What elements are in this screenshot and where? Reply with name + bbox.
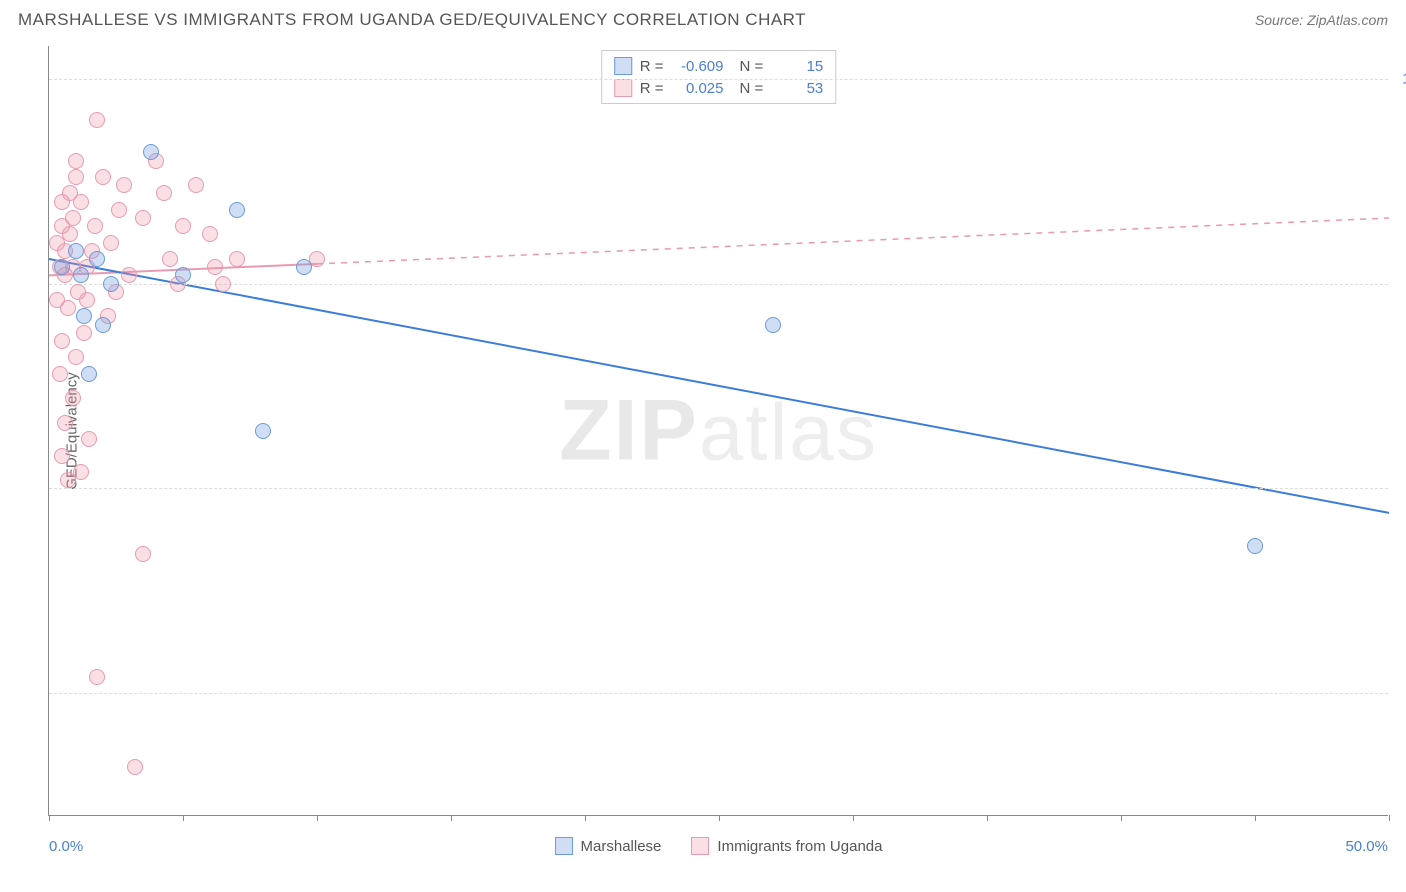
data-point-series1 xyxy=(81,366,97,382)
data-point-series2 xyxy=(70,284,86,300)
x-max-label: 50.0% xyxy=(1345,838,1388,855)
data-point-series2 xyxy=(188,177,204,193)
data-point-series2 xyxy=(68,153,84,169)
x-tick xyxy=(49,815,50,821)
data-point-series2 xyxy=(89,669,105,685)
scatter-plot: ZIPatlas GED/Equivalency R = -0.609 N = … xyxy=(48,46,1388,816)
data-point-series2 xyxy=(95,169,111,185)
chart-title: MARSHALLESE VS IMMIGRANTS FROM UGANDA GE… xyxy=(18,10,806,30)
data-point-series2 xyxy=(127,759,143,775)
data-point-series2 xyxy=(89,112,105,128)
data-point-series1 xyxy=(765,317,781,333)
data-point-series2 xyxy=(73,194,89,210)
data-point-series2 xyxy=(62,226,78,242)
data-point-series2 xyxy=(87,218,103,234)
n-value-series2: 53 xyxy=(771,80,823,97)
data-point-series2 xyxy=(103,235,119,251)
n-value-series1: 15 xyxy=(771,58,823,75)
data-point-series2 xyxy=(52,366,68,382)
data-point-series2 xyxy=(207,259,223,275)
x-tick xyxy=(183,815,184,821)
data-point-series2 xyxy=(76,325,92,341)
data-point-series1 xyxy=(103,276,119,292)
x-tick xyxy=(585,815,586,821)
data-point-series1 xyxy=(1247,538,1263,554)
data-point-series2 xyxy=(121,267,137,283)
data-point-series1 xyxy=(255,423,271,439)
data-point-series2 xyxy=(202,226,218,242)
data-point-series2 xyxy=(65,390,81,406)
data-point-series1 xyxy=(95,317,111,333)
data-point-series2 xyxy=(229,251,245,267)
data-point-series2 xyxy=(49,292,65,308)
source-attribution: Source: ZipAtlas.com xyxy=(1255,12,1388,28)
y-tick-label: 87.5% xyxy=(1393,275,1406,292)
swatch-series1 xyxy=(614,57,632,75)
data-point-series2 xyxy=(135,546,151,562)
x-tick xyxy=(1255,815,1256,821)
data-point-series2 xyxy=(81,431,97,447)
r-value-series2: 0.025 xyxy=(672,80,724,97)
y-tick-label: 75.0% xyxy=(1393,480,1406,497)
data-point-series2 xyxy=(65,210,81,226)
data-point-series1 xyxy=(175,267,191,283)
x-tick xyxy=(719,815,720,821)
data-point-series2 xyxy=(135,210,151,226)
gridline xyxy=(49,79,1388,80)
data-point-series2 xyxy=(73,464,89,480)
gridline xyxy=(49,693,1388,694)
gridline xyxy=(49,488,1388,489)
plot-svg xyxy=(49,46,1388,815)
x-tick xyxy=(853,815,854,821)
r-value-series1: -0.609 xyxy=(672,58,724,75)
x-min-label: 0.0% xyxy=(49,838,83,855)
data-point-series2 xyxy=(175,218,191,234)
data-point-series2 xyxy=(54,194,70,210)
data-point-series1 xyxy=(89,251,105,267)
y-tick-label: 100.0% xyxy=(1393,70,1406,87)
gridline xyxy=(49,284,1388,285)
data-point-series2 xyxy=(156,185,172,201)
data-point-series1 xyxy=(73,267,89,283)
data-point-series2 xyxy=(162,251,178,267)
stats-legend: R = -0.609 N = 15 R = 0.025 N = 53 xyxy=(601,50,837,104)
data-point-series1 xyxy=(296,259,312,275)
data-point-series1 xyxy=(229,202,245,218)
data-point-series2 xyxy=(68,349,84,365)
stats-row-series1: R = -0.609 N = 15 xyxy=(614,55,824,77)
x-tick xyxy=(317,815,318,821)
data-point-series1 xyxy=(143,144,159,160)
data-point-series2 xyxy=(57,415,73,431)
data-point-series2 xyxy=(215,276,231,292)
data-point-series2 xyxy=(111,202,127,218)
x-axis-labels: 0.0% 50.0% xyxy=(49,838,1388,855)
swatch-series2 xyxy=(614,79,632,97)
data-point-series2 xyxy=(116,177,132,193)
data-point-series1 xyxy=(54,259,70,275)
x-tick xyxy=(1121,815,1122,821)
data-point-series2 xyxy=(54,333,70,349)
stats-row-series2: R = 0.025 N = 53 xyxy=(614,77,824,99)
y-tick-label: 62.5% xyxy=(1393,685,1406,702)
trend-series1-solid xyxy=(49,259,1389,513)
data-point-series2 xyxy=(68,169,84,185)
data-point-series2 xyxy=(54,448,70,464)
x-tick xyxy=(1389,815,1390,821)
x-tick xyxy=(987,815,988,821)
data-point-series1 xyxy=(76,308,92,324)
x-tick xyxy=(451,815,452,821)
data-point-series1 xyxy=(68,243,84,259)
trend-series2-dashed xyxy=(317,218,1389,264)
